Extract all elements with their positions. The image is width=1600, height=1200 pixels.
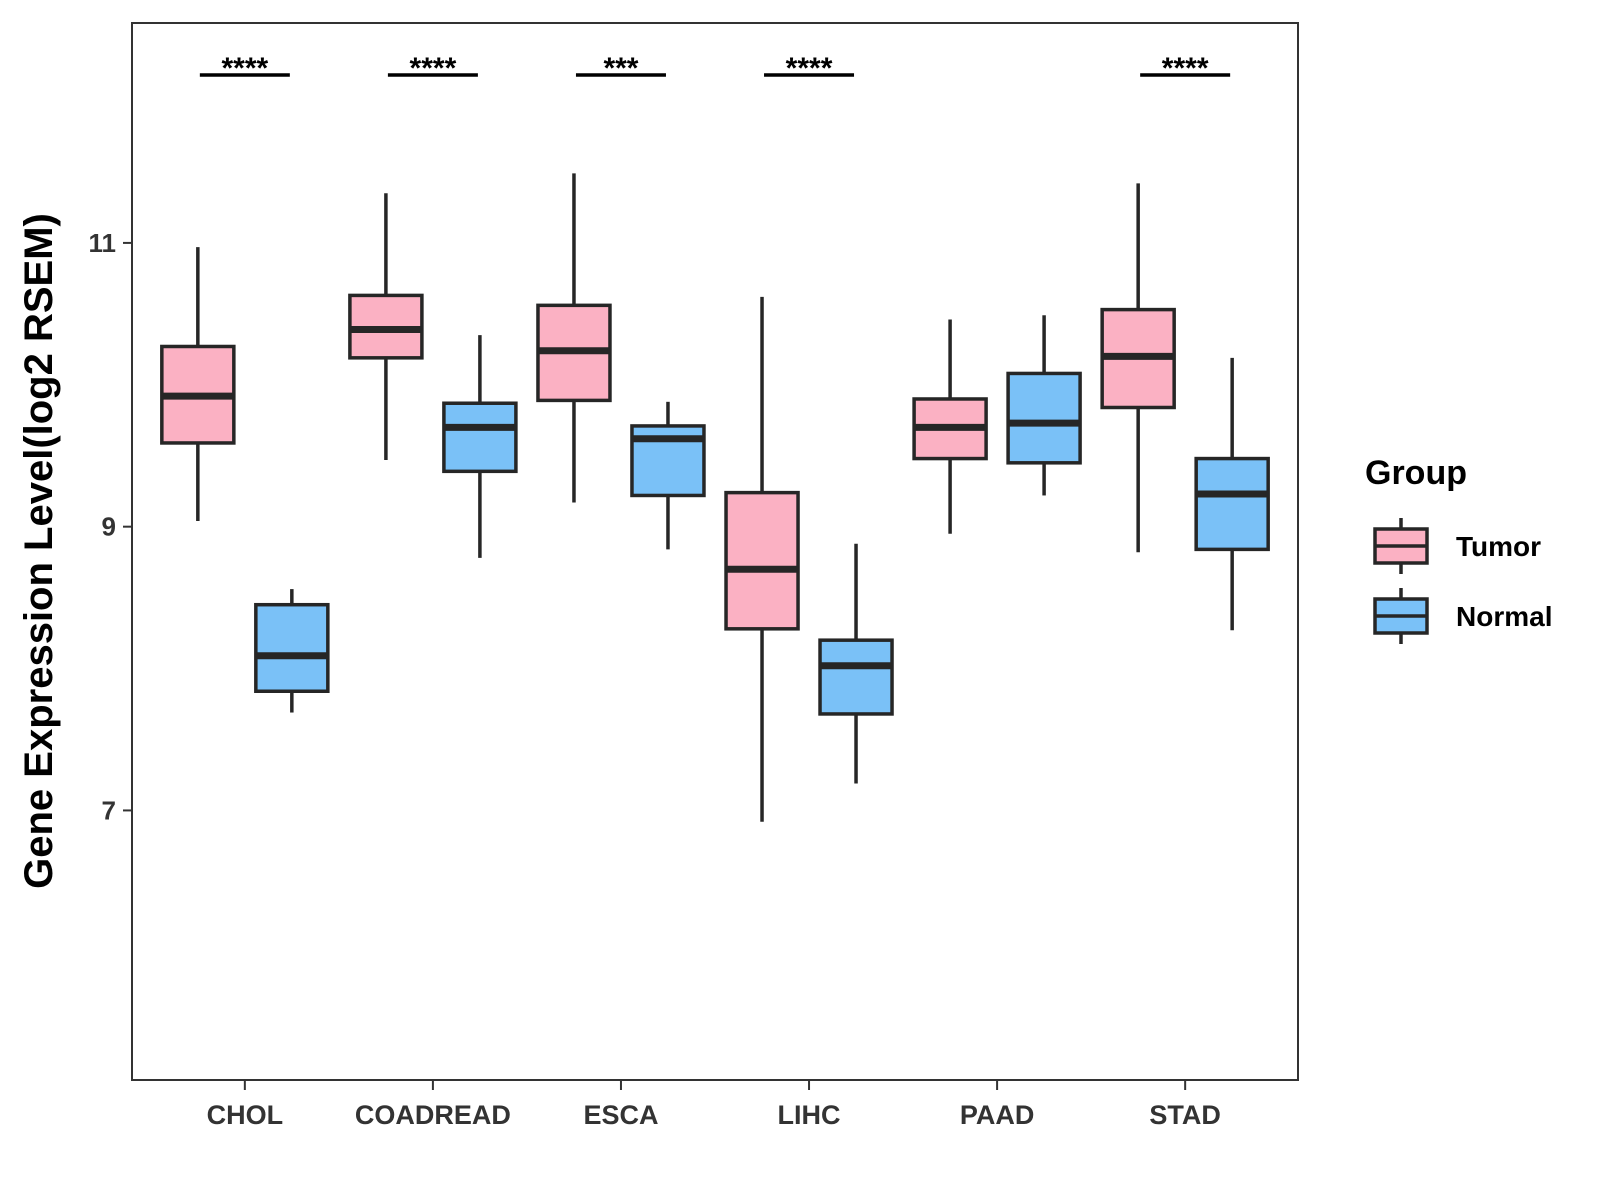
- y-tick-label: 11: [89, 228, 117, 258]
- box-normal-stad: [1194, 357, 1270, 631]
- x-tick-label-coadread: COADREAD: [355, 1100, 511, 1130]
- y-axis: 7 9 11: [89, 228, 132, 825]
- x-tick-label-chol: CHOL: [207, 1100, 284, 1130]
- box-iqr: [442, 401, 518, 474]
- legend-item-tumor: Tumor: [1373, 518, 1541, 574]
- box-tumor-esca: [536, 173, 612, 503]
- legend-item-normal: Normal: [1373, 588, 1552, 644]
- legend-label-tumor: Tumor: [1456, 531, 1541, 562]
- plot-panel: [131, 22, 1299, 1081]
- y-axis-title: Gene Expression Level(log2 RSEM): [17, 213, 61, 889]
- significance-label: ****: [786, 52, 833, 85]
- box-iqr: [254, 602, 330, 694]
- legend-title: Group: [1365, 454, 1467, 492]
- box-normal-chol: [254, 589, 330, 713]
- x-tick-label-lihc: LIHC: [778, 1100, 841, 1130]
- significance-label: ****: [410, 52, 457, 85]
- box-iqr: [1006, 371, 1082, 465]
- box-tumor-chol: [160, 247, 236, 521]
- x-tick-label-paad: PAAD: [960, 1100, 1035, 1130]
- y-tick-label: 7: [102, 795, 116, 825]
- x-tick-label-stad: STAD: [1149, 1100, 1221, 1130]
- significance-label: ****: [221, 52, 268, 85]
- x-axis: CHOL COADREAD ESCA LIHC PAAD STAD: [207, 1080, 1221, 1130]
- box-tumor-coadread: [348, 193, 424, 460]
- box-tumor-stad: [1100, 183, 1176, 553]
- significance-label: ****: [1162, 52, 1209, 85]
- box-series: [160, 173, 1270, 822]
- y-tick-label: 9: [102, 512, 116, 542]
- significance-label: ***: [603, 52, 638, 85]
- x-tick-label-esca: ESCA: [583, 1100, 658, 1130]
- box-normal-esca: [630, 401, 706, 550]
- box-tumor-lihc: [724, 296, 800, 822]
- box-tumor-paad: [912, 319, 988, 534]
- box-normal-coadread: [442, 335, 518, 558]
- legend: Group Tumor Normal: [1365, 454, 1552, 644]
- legend-label-normal: Normal: [1456, 601, 1552, 632]
- box-iqr: [724, 490, 800, 631]
- significance-annotations: **** **** *** **** ****: [199, 52, 1231, 85]
- box-iqr: [818, 638, 894, 716]
- box-iqr: [1194, 456, 1270, 552]
- box-normal-paad: [1006, 315, 1082, 496]
- box-normal-lihc: [818, 543, 894, 784]
